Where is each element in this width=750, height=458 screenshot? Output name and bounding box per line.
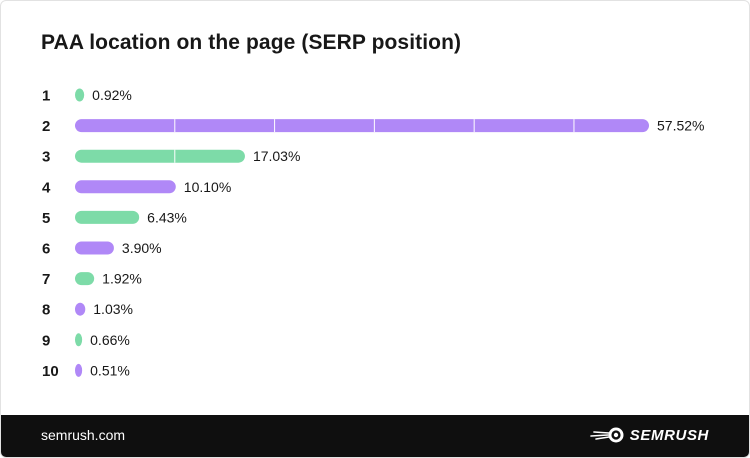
bar [75,149,245,163]
bar-row: 10 0.51% [42,362,130,380]
bar [75,210,140,224]
category-label: 7 [42,271,50,288]
value-label: 0.51% [90,362,130,378]
bar [75,241,114,255]
bar [75,302,86,316]
value-label: 0.66% [90,332,130,348]
bar-chart: 1 0.92% 2 57.52% 3 17.03% 4 10.10% 5 6.43% 6 3.90% 7… [42,87,704,380]
chart-title: PAA location on the page (SERP position) [41,31,462,54]
bar-row: 6 3.90% [42,240,162,258]
bar-row: 8 1.03% [42,301,133,319]
category-label: 10 [42,363,59,380]
bar-row: 9 0.66% [42,332,130,350]
bar-row: 2 57.52% [42,118,704,136]
value-label: 6.43% [147,209,187,225]
bar-row: 3 17.03% [42,148,300,166]
bar-row: 5 6.43% [42,209,187,227]
bar [75,333,83,347]
brand-logo: SEMRUSH [589,424,709,446]
value-label: 1.03% [93,301,133,317]
semrush-fireball-icon [589,427,624,443]
value-label: 0.92% [92,87,132,103]
bar [75,272,95,286]
bar-row: 4 10.10% [42,179,231,197]
footer: semrush.com SEMRUSH [1,415,749,457]
category-label: 1 [42,88,50,105]
category-label: 3 [42,149,50,166]
bar [75,88,85,102]
bar-row: 1 0.92% [42,87,132,105]
category-label: 9 [42,332,50,349]
value-label: 10.10% [184,179,231,195]
bar [75,363,83,377]
category-label: 6 [42,241,50,258]
brand-name: SEMRUSH [629,426,709,444]
value-label: 3.90% [122,240,162,256]
category-label: 5 [42,210,50,227]
bar-row: 7 1.92% [42,271,142,289]
bar [75,119,649,133]
footer-url[interactable]: semrush.com [41,427,126,443]
category-label: 4 [42,179,51,196]
value-label: 1.92% [102,271,142,287]
category-label: 8 [42,302,50,319]
bar [75,180,176,194]
value-label: 17.03% [253,148,300,164]
value-label: 57.52% [657,118,704,134]
category-label: 2 [42,118,50,135]
